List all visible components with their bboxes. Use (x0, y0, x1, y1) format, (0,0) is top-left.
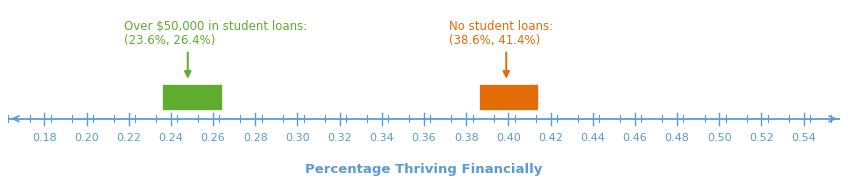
Bar (479, 84, 538, 110)
Text: 0.46: 0.46 (622, 133, 647, 143)
Text: 0.30: 0.30 (285, 133, 310, 143)
Text: 0.28: 0.28 (243, 133, 268, 143)
Text: (38.6%, 41.4%): (38.6%, 41.4%) (449, 34, 540, 47)
Text: (23.6%, 26.4%): (23.6%, 26.4%) (125, 34, 216, 47)
Text: Over $50,000 in student loans:: Over $50,000 in student loans: (125, 20, 308, 33)
Text: 0.40: 0.40 (496, 133, 521, 143)
Text: 0.42: 0.42 (538, 133, 563, 143)
Text: 0.22: 0.22 (116, 133, 141, 143)
Text: 0.34: 0.34 (370, 133, 394, 143)
Text: 0.50: 0.50 (707, 133, 732, 143)
Bar (163, 84, 221, 110)
Text: 0.36: 0.36 (411, 133, 437, 143)
Text: 0.20: 0.20 (74, 133, 99, 143)
Text: 0.54: 0.54 (791, 133, 816, 143)
Text: 0.26: 0.26 (201, 133, 226, 143)
Text: 0.32: 0.32 (327, 133, 352, 143)
Text: 0.44: 0.44 (580, 133, 605, 143)
Text: 0.18: 0.18 (32, 133, 57, 143)
Text: Percentage Thriving Financially: Percentage Thriving Financially (305, 163, 543, 176)
Text: 0.38: 0.38 (454, 133, 478, 143)
Text: 0.48: 0.48 (665, 133, 689, 143)
Text: 0.52: 0.52 (749, 133, 774, 143)
Text: No student loans:: No student loans: (449, 20, 554, 33)
Text: 0.24: 0.24 (159, 133, 183, 143)
